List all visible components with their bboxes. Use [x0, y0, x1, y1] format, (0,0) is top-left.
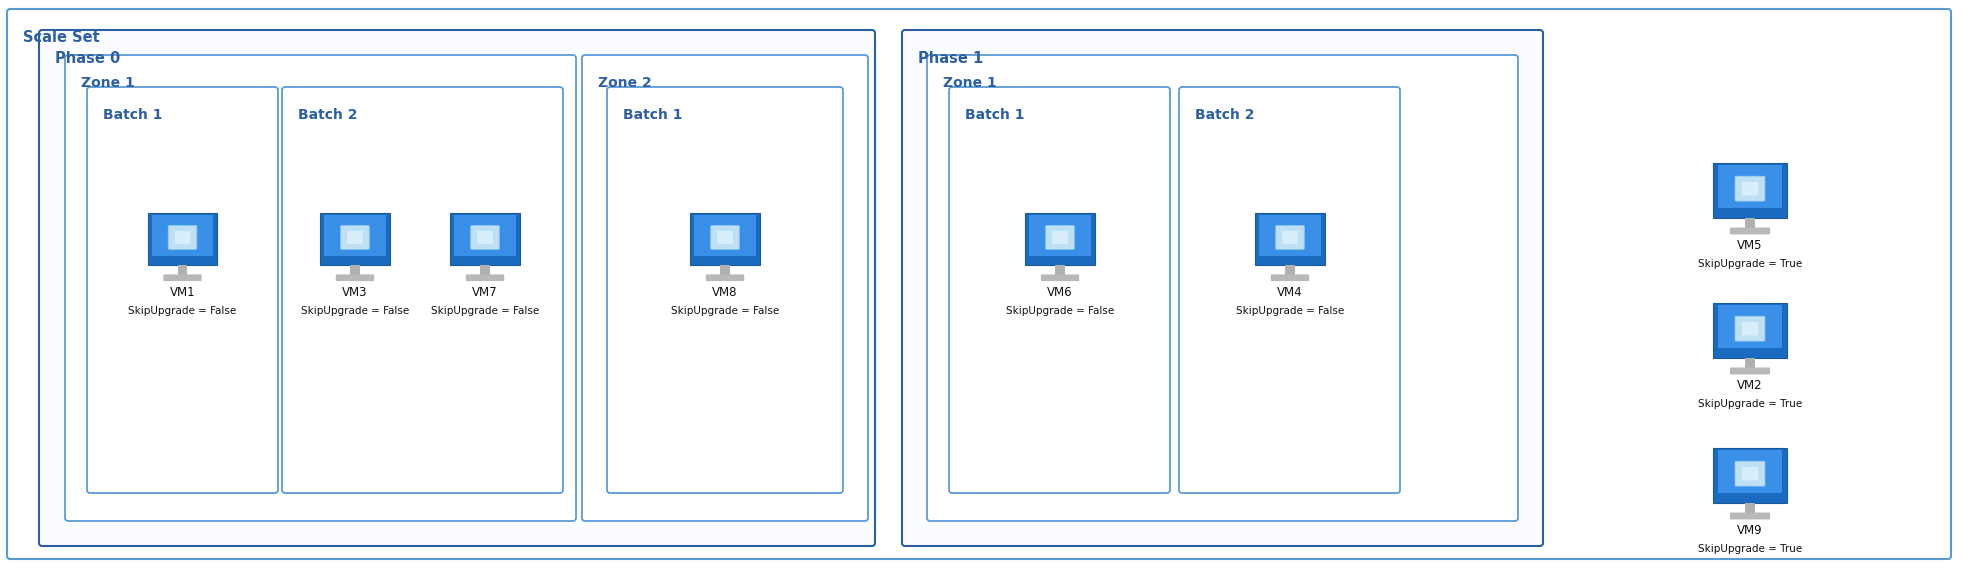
FancyBboxPatch shape — [1742, 182, 1757, 195]
Bar — [1285, 265, 1295, 275]
FancyBboxPatch shape — [1736, 316, 1765, 341]
FancyBboxPatch shape — [337, 274, 374, 281]
FancyBboxPatch shape — [451, 213, 520, 265]
FancyBboxPatch shape — [606, 87, 842, 493]
FancyBboxPatch shape — [1714, 448, 1787, 503]
FancyBboxPatch shape — [1260, 215, 1321, 256]
FancyBboxPatch shape — [1041, 274, 1078, 281]
FancyBboxPatch shape — [346, 231, 362, 244]
FancyBboxPatch shape — [1029, 215, 1090, 256]
Text: Batch 1: Batch 1 — [624, 108, 683, 122]
Bar — [720, 265, 730, 275]
FancyBboxPatch shape — [167, 225, 197, 249]
FancyBboxPatch shape — [901, 30, 1543, 546]
Bar — [1746, 358, 1755, 369]
FancyBboxPatch shape — [710, 225, 740, 249]
Text: VM1: VM1 — [169, 286, 195, 299]
FancyBboxPatch shape — [340, 225, 370, 249]
FancyBboxPatch shape — [163, 274, 201, 281]
Text: VM5: VM5 — [1738, 240, 1763, 252]
FancyBboxPatch shape — [1718, 305, 1783, 348]
FancyBboxPatch shape — [1275, 225, 1305, 249]
FancyBboxPatch shape — [691, 213, 760, 265]
Text: Phase 1: Phase 1 — [917, 51, 984, 66]
Text: SkipUpgrade = False: SkipUpgrade = False — [128, 306, 236, 316]
Text: VM3: VM3 — [342, 286, 368, 299]
FancyBboxPatch shape — [1718, 450, 1783, 493]
Text: VM4: VM4 — [1277, 286, 1303, 299]
FancyBboxPatch shape — [87, 87, 277, 493]
FancyBboxPatch shape — [1730, 367, 1769, 374]
FancyBboxPatch shape — [949, 87, 1171, 493]
Text: SkipUpgrade = True: SkipUpgrade = True — [1698, 399, 1803, 410]
FancyBboxPatch shape — [1742, 322, 1757, 336]
Text: SkipUpgrade = True: SkipUpgrade = True — [1698, 260, 1803, 269]
FancyBboxPatch shape — [1045, 225, 1075, 249]
FancyBboxPatch shape — [39, 30, 876, 546]
Text: Zone 1: Zone 1 — [943, 76, 996, 90]
Text: VM6: VM6 — [1047, 286, 1073, 299]
FancyBboxPatch shape — [583, 55, 868, 521]
Text: VM7: VM7 — [472, 286, 498, 299]
FancyBboxPatch shape — [1714, 303, 1787, 358]
Text: VM9: VM9 — [1738, 524, 1763, 537]
FancyBboxPatch shape — [1730, 228, 1769, 235]
Text: SkipUpgrade = False: SkipUpgrade = False — [1006, 306, 1114, 316]
FancyBboxPatch shape — [175, 231, 191, 244]
FancyBboxPatch shape — [148, 213, 218, 265]
Text: Batch 1: Batch 1 — [964, 108, 1025, 122]
FancyBboxPatch shape — [1736, 461, 1765, 486]
FancyBboxPatch shape — [1714, 163, 1787, 218]
Bar — [350, 265, 360, 275]
FancyBboxPatch shape — [1053, 231, 1069, 244]
Text: Batch 2: Batch 2 — [297, 108, 358, 122]
FancyBboxPatch shape — [466, 274, 504, 281]
Text: SkipUpgrade = False: SkipUpgrade = False — [431, 306, 539, 316]
FancyBboxPatch shape — [1718, 165, 1783, 208]
Text: VM2: VM2 — [1738, 379, 1763, 392]
FancyBboxPatch shape — [325, 215, 386, 256]
FancyBboxPatch shape — [1256, 213, 1324, 265]
Text: Zone 2: Zone 2 — [598, 76, 651, 90]
FancyBboxPatch shape — [321, 213, 390, 265]
Text: Phase 0: Phase 0 — [55, 51, 120, 66]
Bar — [1746, 503, 1755, 513]
Text: SkipUpgrade = False: SkipUpgrade = False — [1236, 306, 1344, 316]
Text: SkipUpgrade = False: SkipUpgrade = False — [301, 306, 409, 316]
Bar — [480, 265, 490, 275]
FancyBboxPatch shape — [1025, 213, 1094, 265]
Text: Batch 2: Batch 2 — [1195, 108, 1254, 122]
Bar — [1055, 265, 1065, 275]
FancyBboxPatch shape — [1736, 176, 1765, 201]
FancyBboxPatch shape — [707, 274, 744, 281]
FancyBboxPatch shape — [1179, 87, 1399, 493]
FancyBboxPatch shape — [1742, 467, 1757, 481]
FancyBboxPatch shape — [695, 215, 756, 256]
FancyBboxPatch shape — [1283, 231, 1297, 244]
Text: SkipUpgrade = False: SkipUpgrade = False — [671, 306, 779, 316]
FancyBboxPatch shape — [470, 225, 500, 249]
FancyBboxPatch shape — [1271, 274, 1309, 281]
FancyBboxPatch shape — [152, 215, 213, 256]
Text: Zone 1: Zone 1 — [81, 76, 134, 90]
Bar — [177, 265, 187, 275]
Text: Batch 1: Batch 1 — [102, 108, 163, 122]
FancyBboxPatch shape — [281, 87, 563, 493]
FancyBboxPatch shape — [455, 215, 516, 256]
Text: VM8: VM8 — [712, 286, 738, 299]
FancyBboxPatch shape — [65, 55, 577, 521]
FancyBboxPatch shape — [8, 9, 1950, 559]
FancyBboxPatch shape — [476, 231, 492, 244]
Text: SkipUpgrade = True: SkipUpgrade = True — [1698, 545, 1803, 554]
FancyBboxPatch shape — [716, 231, 732, 244]
Text: Scale Set: Scale Set — [24, 30, 100, 45]
FancyBboxPatch shape — [1730, 512, 1769, 519]
FancyBboxPatch shape — [927, 55, 1517, 521]
Bar — [1746, 218, 1755, 228]
